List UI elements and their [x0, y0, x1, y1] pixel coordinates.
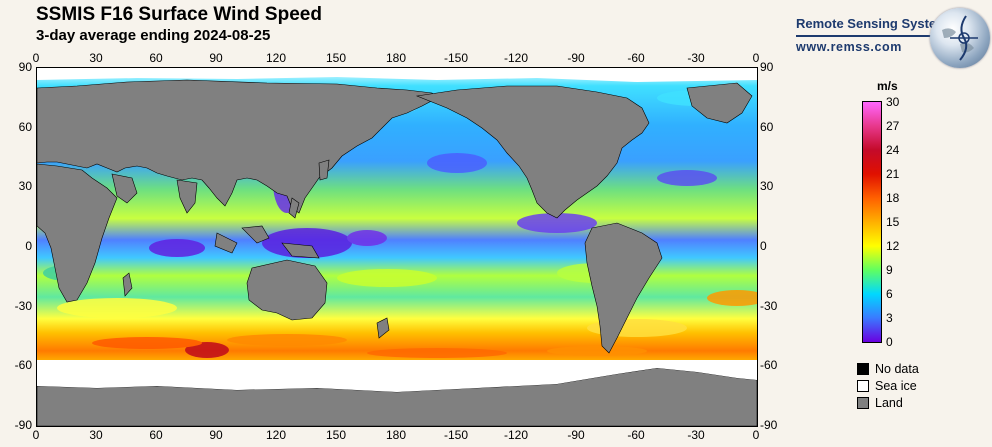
lat-tick-left: 90 — [18, 60, 32, 74]
lat-tick-right: -60 — [760, 358, 778, 373]
lat-tick-right: 30 — [760, 179, 774, 194]
new-zealand-landmass — [376, 317, 390, 339]
arabia-landmass — [111, 173, 138, 204]
africa-landmass — [37, 163, 118, 303]
australia-landmass — [246, 259, 328, 321]
colorbar-tick-label: 27 — [886, 119, 900, 133]
colorbar-tick-label: 24 — [886, 143, 900, 157]
lon-tick-top: 0 — [32, 51, 40, 65]
new-guinea-landmass — [281, 242, 320, 259]
map-title: SSMIS F16 Surface Wind Speed — [36, 4, 322, 25]
lon-tick-top: 0 — [752, 51, 760, 65]
legend-label: No data — [875, 362, 919, 376]
lat-tick-right: 0 — [760, 239, 767, 253]
lon-tick-bottom: 150 — [325, 428, 347, 442]
japan-landmass — [318, 159, 330, 181]
lat-tick-left: 30 — [18, 179, 32, 194]
lat-tick-left: -90 — [14, 418, 32, 432]
lon-tick-top: 120 — [265, 51, 287, 65]
colorbar-tick-label: 0 — [886, 335, 893, 349]
borneo-landmass — [241, 225, 270, 244]
lon-tick-bottom: 60 — [149, 428, 163, 442]
lon-tick-top: 180 — [385, 51, 407, 65]
lon-tick-bottom: -150 — [443, 428, 469, 442]
lat-tick-right: 60 — [760, 119, 774, 134]
lon-tick-bottom: -30 — [687, 428, 705, 442]
greenland-landmass — [686, 82, 753, 124]
wind-speed-colorbar — [862, 101, 882, 343]
india-landmass — [176, 179, 198, 214]
land-masses — [37, 79, 757, 426]
colorbar-tick-label: 3 — [886, 311, 893, 325]
wind-speed-map — [36, 67, 758, 427]
south-america-landmass — [584, 222, 663, 354]
legend-label: Sea ice — [875, 379, 917, 393]
sumatra-landmass — [214, 232, 238, 254]
legend-swatch — [857, 363, 869, 375]
lon-tick-bottom: 0 — [32, 428, 40, 442]
lon-tick-bottom: -90 — [567, 428, 585, 442]
lon-tick-top: -30 — [687, 51, 705, 65]
lon-tick-top: 30 — [89, 51, 103, 65]
lon-tick-top: -150 — [443, 51, 469, 65]
colorbar-tick-label: 12 — [886, 239, 900, 253]
lat-tick-left: 60 — [18, 119, 32, 134]
colorbar-tick-label: 21 — [886, 167, 900, 181]
logo-divider — [796, 35, 954, 37]
madagascar-landmass — [122, 272, 133, 297]
legend-swatch — [857, 397, 869, 409]
colorbar-unit: m/s — [877, 79, 898, 93]
colorbar-tick-label: 18 — [886, 191, 900, 205]
lon-tick-top: 90 — [209, 51, 223, 65]
lat-tick-left: -30 — [14, 298, 32, 313]
lon-tick-top: 150 — [325, 51, 347, 65]
lon-tick-bottom: -60 — [627, 428, 645, 442]
legend-label: Land — [875, 396, 903, 410]
colorbar-tick-label: 6 — [886, 287, 893, 301]
lon-tick-top: -120 — [503, 51, 529, 65]
lat-tick-right: 90 — [760, 60, 774, 74]
lon-tick-bottom: 0 — [752, 428, 760, 442]
lon-tick-bottom: 90 — [209, 428, 223, 442]
legend-swatch — [857, 380, 869, 392]
map-canvas — [37, 68, 757, 426]
logo-url-link[interactable]: www.remss.com — [796, 40, 902, 54]
lat-tick-right: -30 — [760, 298, 778, 313]
lon-tick-bottom: 120 — [265, 428, 287, 442]
sea-ice — [37, 68, 757, 392]
globe-logo-icon — [930, 8, 990, 68]
map-subtitle: 3-day average ending 2024-08-25 — [36, 27, 271, 44]
lon-tick-bottom: 30 — [89, 428, 103, 442]
colorbar-tick-label: 30 — [886, 95, 900, 109]
lon-tick-top: 60 — [149, 51, 163, 65]
logo-org-name[interactable]: Remote Sensing Systems — [796, 16, 955, 31]
lon-tick-bottom: 180 — [385, 428, 407, 442]
philippines-landmass — [288, 197, 300, 219]
lon-tick-top: -60 — [627, 51, 645, 65]
colorbar-tick-label: 15 — [886, 215, 900, 229]
lat-tick-right: -90 — [760, 418, 778, 432]
colorbar-tick-label: 9 — [886, 263, 893, 277]
lat-tick-left: 0 — [25, 239, 32, 253]
north-america-landmass — [415, 85, 650, 219]
lon-tick-top: -90 — [567, 51, 585, 65]
lon-tick-bottom: -120 — [503, 428, 529, 442]
lat-tick-left: -60 — [14, 358, 32, 373]
